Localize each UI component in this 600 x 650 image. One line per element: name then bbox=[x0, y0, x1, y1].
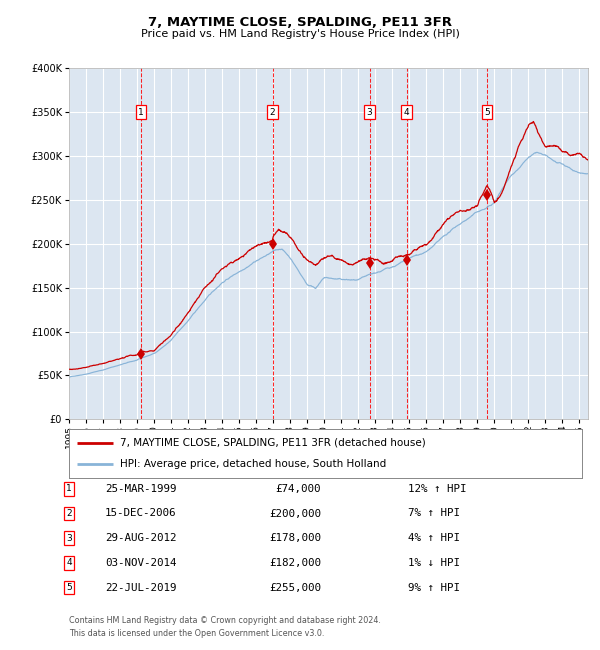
Text: 4: 4 bbox=[66, 558, 72, 567]
Text: 9% ↑ HPI: 9% ↑ HPI bbox=[408, 582, 460, 593]
Text: 7% ↑ HPI: 7% ↑ HPI bbox=[408, 508, 460, 519]
Text: Price paid vs. HM Land Registry's House Price Index (HPI): Price paid vs. HM Land Registry's House … bbox=[140, 29, 460, 39]
Text: £182,000: £182,000 bbox=[269, 558, 321, 568]
Text: 5: 5 bbox=[66, 583, 72, 592]
Text: 03-NOV-2014: 03-NOV-2014 bbox=[105, 558, 176, 568]
Text: 4: 4 bbox=[404, 108, 409, 116]
Text: 4% ↑ HPI: 4% ↑ HPI bbox=[408, 533, 460, 543]
Text: 1% ↓ HPI: 1% ↓ HPI bbox=[408, 558, 460, 568]
Text: £255,000: £255,000 bbox=[269, 582, 321, 593]
Text: 3: 3 bbox=[66, 534, 72, 543]
Text: 1: 1 bbox=[138, 108, 144, 116]
Text: 7, MAYTIME CLOSE, SPALDING, PE11 3FR (detached house): 7, MAYTIME CLOSE, SPALDING, PE11 3FR (de… bbox=[121, 437, 426, 448]
Text: 1: 1 bbox=[66, 484, 72, 493]
Text: 25-MAR-1999: 25-MAR-1999 bbox=[105, 484, 176, 494]
Text: 3: 3 bbox=[367, 108, 373, 116]
Text: 2: 2 bbox=[66, 509, 72, 518]
Text: 22-JUL-2019: 22-JUL-2019 bbox=[105, 582, 176, 593]
Text: £74,000: £74,000 bbox=[275, 484, 321, 494]
Text: £200,000: £200,000 bbox=[269, 508, 321, 519]
Text: 5: 5 bbox=[484, 108, 490, 116]
Text: 15-DEC-2006: 15-DEC-2006 bbox=[105, 508, 176, 519]
Text: This data is licensed under the Open Government Licence v3.0.: This data is licensed under the Open Gov… bbox=[69, 629, 325, 638]
Text: Contains HM Land Registry data © Crown copyright and database right 2024.: Contains HM Land Registry data © Crown c… bbox=[69, 616, 381, 625]
Text: £178,000: £178,000 bbox=[269, 533, 321, 543]
Text: 7, MAYTIME CLOSE, SPALDING, PE11 3FR: 7, MAYTIME CLOSE, SPALDING, PE11 3FR bbox=[148, 16, 452, 29]
Text: 2: 2 bbox=[270, 108, 275, 116]
Text: HPI: Average price, detached house, South Holland: HPI: Average price, detached house, Sout… bbox=[121, 459, 386, 469]
Text: 29-AUG-2012: 29-AUG-2012 bbox=[105, 533, 176, 543]
Text: 12% ↑ HPI: 12% ↑ HPI bbox=[408, 484, 467, 494]
